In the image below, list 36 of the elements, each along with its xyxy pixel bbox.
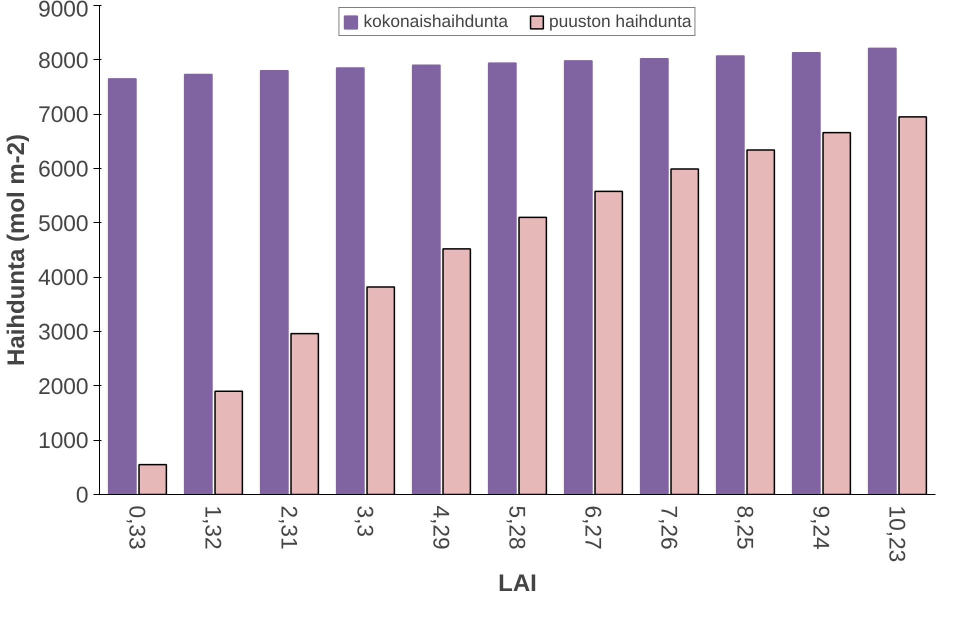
x-tick-label: 9,24 <box>808 506 834 550</box>
legend-label: puuston haihdunta <box>548 11 692 32</box>
y-tick-label: 0 <box>76 482 89 508</box>
x-tick-label: 8,25 <box>732 506 758 550</box>
y-tick-label: 3000 <box>38 318 89 344</box>
bar <box>108 78 137 494</box>
legend-label: kokonaishaihdunta <box>363 11 508 32</box>
y-tick-label: 4000 <box>38 264 89 290</box>
x-axis-title: LAI <box>498 570 537 598</box>
x-tick-label: 4,29 <box>428 506 454 550</box>
y-tick-label: 5000 <box>38 210 89 236</box>
x-tick-label: 6,27 <box>580 506 606 550</box>
bar <box>564 60 593 494</box>
y-tick-label: 7000 <box>38 101 89 128</box>
y-tick-label: 1000 <box>38 427 89 454</box>
x-tick-label: 5,28 <box>504 506 530 550</box>
bar <box>412 64 441 494</box>
y-tick-label: 6000 <box>38 156 89 182</box>
bar <box>184 74 213 494</box>
y-axis-title: Haihdunta (mol m-2) <box>3 134 30 366</box>
x-tick-label: 3,3 <box>352 506 378 537</box>
bar <box>336 67 365 494</box>
bar <box>488 62 517 494</box>
y-tick-label: 9000 <box>38 0 89 22</box>
y-tick-label: 2000 <box>38 372 89 399</box>
bar <box>792 52 821 494</box>
bar <box>260 70 289 494</box>
x-tick-label: 2,31 <box>276 506 302 550</box>
y-tick-label: 8000 <box>38 46 89 73</box>
x-tick-label: 10,23 <box>884 506 910 562</box>
bar <box>868 48 897 494</box>
x-tick-label: 0,33 <box>124 506 150 550</box>
x-tick-label: 1,32 <box>200 506 226 550</box>
bar <box>716 55 745 494</box>
bar <box>640 58 669 494</box>
x-tick-label: 7,26 <box>656 506 682 550</box>
